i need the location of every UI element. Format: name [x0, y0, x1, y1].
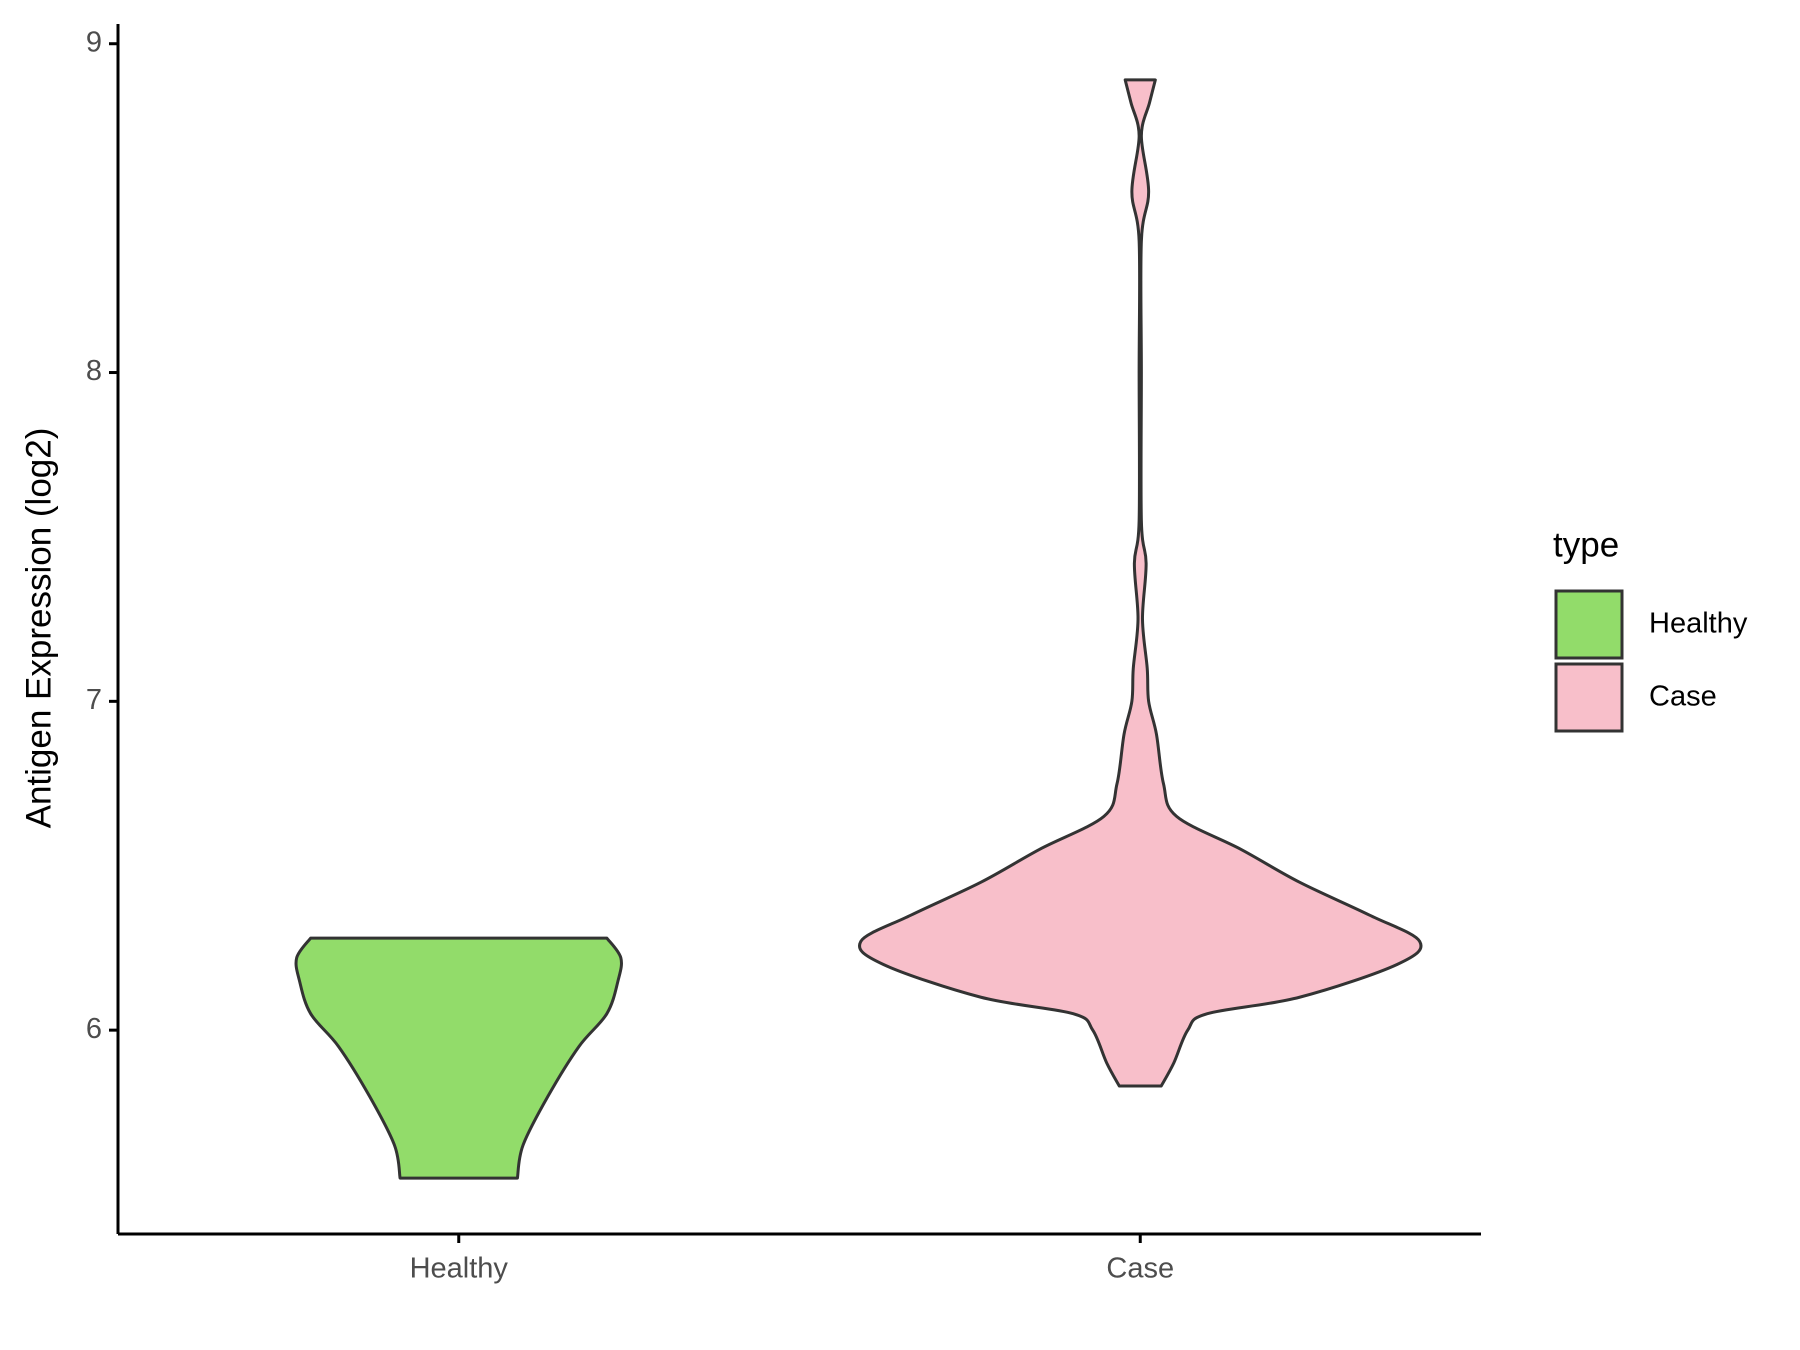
legend-key	[1554, 589, 1624, 660]
legend-title: type	[1553, 525, 1619, 564]
y-axis-title: Antigen Expression (log2)	[19, 428, 58, 829]
legend-label: Healthy	[1649, 608, 1748, 640]
x-tick-label: Case	[1106, 1253, 1174, 1285]
y-tick-label: 6	[86, 1013, 102, 1045]
y-tick-label: 8	[86, 355, 102, 387]
legend-label: Case	[1649, 681, 1717, 713]
violin	[858, 78, 1423, 1088]
legend-key	[1554, 662, 1624, 733]
y-tick-label: 7	[86, 684, 102, 716]
y-tick-label: 9	[86, 26, 102, 58]
x-tick-label: Healthy	[410, 1253, 509, 1285]
violin	[294, 936, 623, 1180]
